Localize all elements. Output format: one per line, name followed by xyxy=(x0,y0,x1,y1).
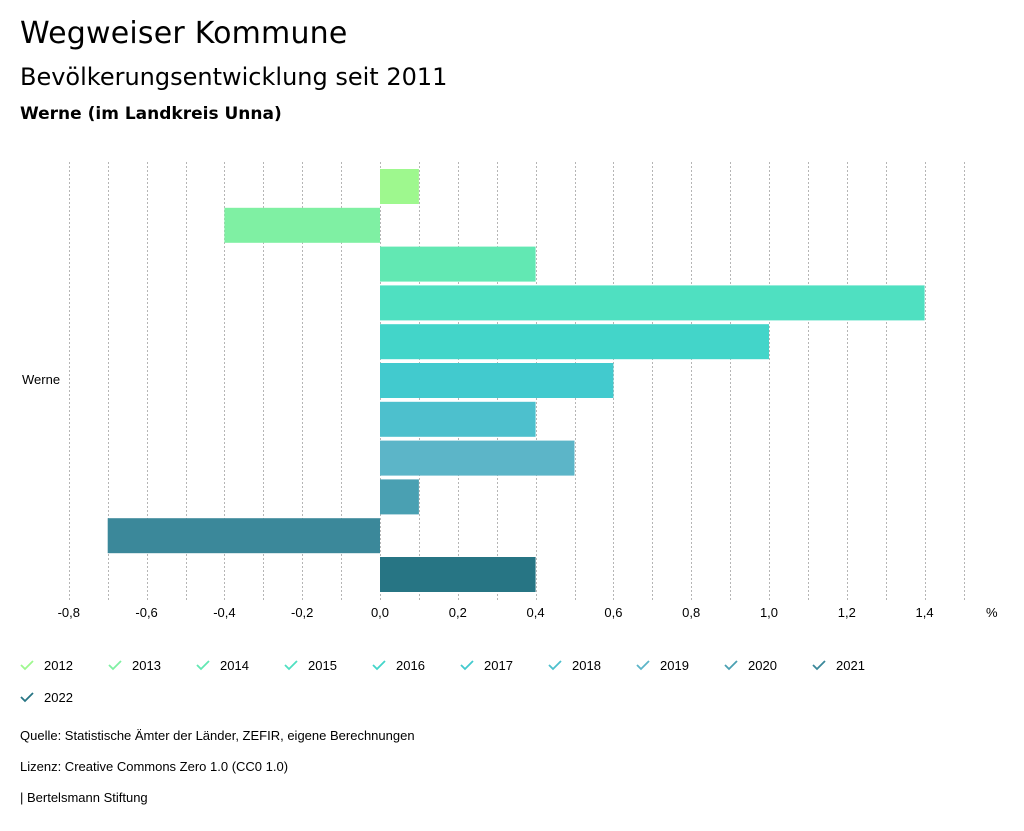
x-tick-label: 0,4 xyxy=(527,605,545,620)
bar-2016[interactable] xyxy=(380,324,769,360)
legend-item-2014[interactable]: 2014 xyxy=(196,654,249,676)
legend-item-2018[interactable]: 2018 xyxy=(548,654,601,676)
x-tick-label: -0,6 xyxy=(135,605,157,620)
legend-label: 2022 xyxy=(44,689,73,705)
legend-label: 2014 xyxy=(220,657,249,673)
x-tick-label: -0,4 xyxy=(213,605,235,620)
check-icon xyxy=(20,660,34,671)
check-icon xyxy=(20,692,34,703)
legend-item-2017[interactable]: 2017 xyxy=(460,654,513,676)
legend-label: 2013 xyxy=(132,657,161,673)
page-title: Wegweiser Kommune xyxy=(20,16,348,51)
bar-chart: -0,8 -0,6 -0,4 -0,2 0,0 0,2 0,4 0,6 0,8 1,0 1,2 1,4… xyxy=(22,162,998,620)
bar-2012[interactable] xyxy=(380,169,419,204)
x-tick-label: -0,8 xyxy=(58,605,80,620)
x-tick-label: 0,0 xyxy=(371,605,389,620)
legend-item-2016[interactable]: 2016 xyxy=(372,654,425,676)
region-label: Werne (im Landkreis Unna) xyxy=(20,104,282,124)
check-icon xyxy=(812,660,826,671)
bar-2018[interactable] xyxy=(380,401,536,437)
bar-2014[interactable] xyxy=(380,246,536,282)
x-tick-label: 0,6 xyxy=(604,605,622,620)
legend-label: 2012 xyxy=(44,657,73,673)
check-icon xyxy=(548,660,562,671)
bars xyxy=(107,169,925,592)
legend-item-2019[interactable]: 2019 xyxy=(636,654,689,676)
legend-label: 2021 xyxy=(836,657,865,673)
bar-2021[interactable] xyxy=(107,518,380,554)
legend-item-2022[interactable]: 2022 xyxy=(20,686,73,708)
legend-label: 2019 xyxy=(660,657,689,673)
x-axis-ticks: -0,8 -0,6 -0,4 -0,2 0,0 0,2 0,4 0,6 0,8 1,0 1,2 1,4 xyxy=(58,605,934,620)
x-tick-label: 0,8 xyxy=(682,605,700,620)
x-tick-label: 1,2 xyxy=(838,605,856,620)
legend-label: 2015 xyxy=(308,657,337,673)
legend-label: 2018 xyxy=(572,657,601,673)
chart-subtitle: Bevölkerungsentwicklung seit 2011 xyxy=(20,63,448,91)
legend-item-2012[interactable]: 2012 xyxy=(20,654,73,676)
bar-2017[interactable] xyxy=(380,363,614,398)
legend-label: 2016 xyxy=(396,657,425,673)
legend-item-2015[interactable]: 2015 xyxy=(284,654,337,676)
bar-2015[interactable] xyxy=(380,285,925,321)
legend-item-2020[interactable]: 2020 xyxy=(724,654,777,676)
publisher-text: | Bertelsmann Stiftung xyxy=(20,790,148,805)
check-icon xyxy=(284,660,298,671)
bar-2020[interactable] xyxy=(380,479,419,515)
bar-2019[interactable] xyxy=(380,440,575,476)
check-icon xyxy=(196,660,210,671)
check-icon xyxy=(108,660,122,671)
category-label: Werne xyxy=(22,372,60,387)
x-tick-label: -0,2 xyxy=(291,605,313,620)
legend-label: 2020 xyxy=(748,657,777,673)
check-icon xyxy=(372,660,386,671)
check-icon xyxy=(636,660,650,671)
x-tick-label: 1,4 xyxy=(916,605,934,620)
legend-item-2021[interactable]: 2021 xyxy=(812,654,865,676)
source-text: Quelle: Statistische Ämter der Länder, Z… xyxy=(20,728,415,743)
x-axis-unit: % xyxy=(986,605,998,620)
bar-2013[interactable] xyxy=(224,207,380,243)
x-tick-label: 0,2 xyxy=(449,605,467,620)
license-text: Lizenz: Creative Commons Zero 1.0 (CC0 1… xyxy=(20,759,289,774)
legend-item-2013[interactable]: 2013 xyxy=(108,654,161,676)
x-tick-label: 1,0 xyxy=(760,605,778,620)
bar-2022[interactable] xyxy=(380,557,536,592)
check-icon xyxy=(460,660,474,671)
check-icon xyxy=(724,660,738,671)
legend-label: 2017 xyxy=(484,657,513,673)
